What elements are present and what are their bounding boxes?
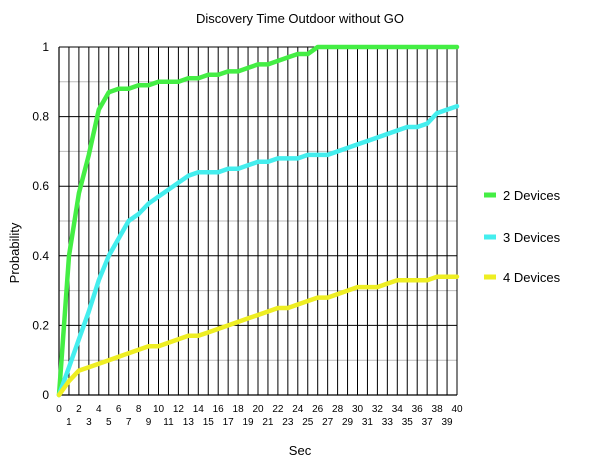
x-tick-label: 29 [342, 417, 354, 428]
legend-label-3: 4 Devices [503, 270, 561, 285]
y-tick-label: 1 [42, 40, 49, 54]
x-tick-label: 24 [292, 404, 304, 415]
y-tick-label: 0.6 [32, 179, 49, 193]
axes [58, 47, 457, 396]
x-tick-label: 32 [372, 404, 384, 415]
y-tick-label: 0.4 [32, 249, 49, 263]
x-tick-label: 13 [183, 417, 195, 428]
x-tick-label: 28 [332, 404, 344, 415]
x-tick-label: 31 [362, 417, 374, 428]
x-tick-label: 3 [86, 417, 92, 428]
x-tick-label: 23 [282, 417, 294, 428]
x-axis-label: Sec [289, 443, 312, 458]
tick-labels: 00.20.40.60.810 2 4 6 8 10 12 14 16 18 20 22 24 26 28 3… [32, 40, 463, 428]
x-tick-label: 27 [322, 417, 334, 428]
series-line-2 [56, 103, 460, 398]
y-tick-label: 0 [42, 388, 49, 402]
y-tick-label: 0.2 [32, 318, 49, 332]
x-tick-label: 10 [153, 404, 165, 415]
x-tick-label: 4 [96, 404, 102, 415]
x-tick-label: 6 [116, 404, 122, 415]
x-tick-label: 34 [392, 404, 404, 415]
chart-title: Discovery Time Outdoor without GO [196, 11, 404, 26]
x-tick-label: 14 [193, 404, 205, 415]
x-tick-label: 11 [163, 417, 174, 428]
x-tick-label: 17 [223, 417, 235, 428]
x-tick-label: 25 [302, 417, 314, 428]
legend-label-2: 3 Devices [503, 230, 561, 245]
legend-label-1: 2 Devices [503, 188, 561, 203]
series-line-1 [56, 44, 460, 398]
x-tick-label: 12 [173, 404, 185, 415]
x-tick-label: 8 [136, 404, 142, 415]
x-tick-label: 22 [272, 404, 284, 415]
x-tick-label: 19 [242, 417, 254, 428]
x-tick-label: 2 [76, 404, 82, 415]
x-tick-label: 16 [213, 404, 225, 415]
x-tick-label: 39 [441, 417, 453, 428]
x-tick-label: 9 [146, 417, 152, 428]
x-tick-label: 21 [262, 417, 274, 428]
series-lines [56, 44, 460, 398]
x-tick-label: 26 [312, 404, 324, 415]
x-tick-label: 40 [451, 404, 463, 415]
y-axis-label: Probability [7, 222, 22, 283]
x-tick-label: 5 [106, 417, 112, 428]
x-tick-label: 33 [382, 417, 394, 428]
grid [59, 46, 458, 395]
x-tick-label: 35 [402, 417, 414, 428]
x-tick-label: 30 [352, 404, 364, 415]
legend: 2 Devices 3 Devices 4 Devices [484, 188, 561, 285]
x-tick-label: 38 [432, 404, 444, 415]
x-tick-label: 37 [422, 417, 434, 428]
series-line-3 [56, 274, 460, 398]
x-tick-label: 18 [233, 404, 245, 415]
x-tick-label: 36 [412, 404, 424, 415]
x-tick-label: 15 [203, 417, 215, 428]
x-tick-label: 7 [126, 417, 132, 428]
x-tick-label: 0 [56, 404, 62, 415]
x-tick-label: 1 [66, 417, 72, 428]
x-tick-label: 20 [252, 404, 264, 415]
y-tick-label: 0.8 [32, 110, 49, 124]
